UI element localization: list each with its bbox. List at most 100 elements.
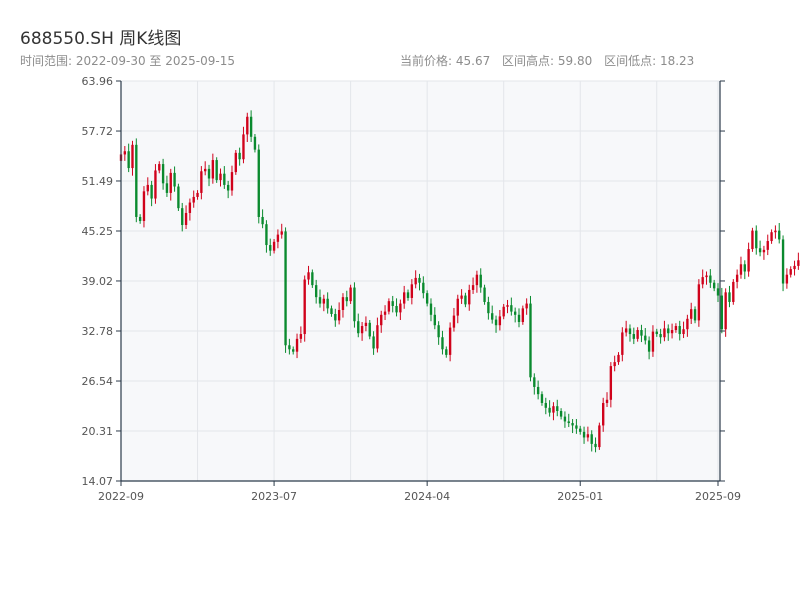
candle <box>758 240 762 257</box>
candle-body <box>322 298 326 304</box>
candle-body <box>181 208 184 225</box>
candle <box>445 346 448 358</box>
candle <box>441 330 444 355</box>
candle-body <box>517 314 521 323</box>
candle-body <box>536 386 540 395</box>
candle-body <box>135 144 138 217</box>
range-low-text: 区间低点: 18.23 <box>604 54 695 68</box>
candle <box>334 308 337 327</box>
candle-body <box>460 295 463 299</box>
candle <box>774 225 777 239</box>
candle-body <box>223 173 226 185</box>
y-tick-label: 63.96 <box>82 75 114 88</box>
candle <box>433 307 436 330</box>
candle <box>135 138 138 223</box>
candle-body <box>173 172 176 187</box>
candle <box>349 284 352 304</box>
candles <box>119 110 800 453</box>
candle-body <box>663 328 666 338</box>
candle <box>238 147 241 166</box>
candle-body <box>318 297 322 304</box>
candle <box>705 271 708 285</box>
candle <box>613 355 616 372</box>
candle <box>693 306 697 324</box>
candle-body <box>701 277 704 285</box>
candle <box>797 252 800 270</box>
candle <box>621 327 624 362</box>
candle <box>544 397 547 415</box>
candle-body <box>735 274 739 282</box>
candle <box>789 266 792 278</box>
candle-body <box>471 285 475 290</box>
candle-body <box>502 306 505 317</box>
candle <box>586 426 590 442</box>
candle-body <box>556 406 559 412</box>
candle-body <box>778 230 781 240</box>
candle <box>211 153 215 184</box>
candle-body <box>353 287 356 322</box>
candle-body <box>131 144 134 169</box>
candle <box>536 380 540 400</box>
candle-body <box>602 402 605 426</box>
candle <box>265 220 268 253</box>
candle-body <box>150 184 153 199</box>
candle-body <box>709 275 712 283</box>
candle <box>709 269 712 288</box>
candle-body <box>395 305 398 313</box>
candle <box>590 430 593 452</box>
candle <box>682 321 685 339</box>
candle <box>670 323 674 339</box>
candle-body <box>540 394 544 403</box>
candle <box>510 297 513 316</box>
candle <box>624 320 628 337</box>
y-tick-label: 39.02 <box>82 275 114 288</box>
candle <box>204 161 207 176</box>
candle <box>498 309 502 331</box>
candle <box>502 303 505 320</box>
candle <box>422 276 425 299</box>
x-tick-label: 2023-07 <box>251 490 297 503</box>
current-price-text: 当前价格: 45.67 <box>400 54 491 68</box>
candle <box>161 158 165 190</box>
candle-body <box>345 297 348 302</box>
candle-body <box>284 231 287 346</box>
candle <box>609 362 613 408</box>
candle-body <box>265 224 268 246</box>
candle <box>540 391 544 406</box>
candle-body <box>686 318 689 330</box>
candle-body <box>552 406 555 413</box>
candle-body <box>690 309 693 319</box>
candle <box>414 270 417 289</box>
candle-body <box>716 288 720 296</box>
candle-body <box>609 366 613 400</box>
candle-body <box>326 298 329 309</box>
candle-body <box>165 183 169 193</box>
candle <box>728 285 731 308</box>
candle <box>716 283 720 302</box>
candle-body <box>238 152 241 160</box>
candle <box>487 296 490 320</box>
candle <box>307 265 310 285</box>
candle <box>755 225 758 255</box>
candle-body <box>797 260 800 266</box>
candle <box>337 302 341 325</box>
candle <box>242 126 245 164</box>
x-tick-label: 2022-09 <box>98 490 144 503</box>
candle-body <box>586 434 590 438</box>
candle-body <box>483 287 486 302</box>
candle <box>494 315 498 333</box>
candle-body <box>368 322 371 337</box>
candle-body <box>334 313 337 321</box>
candle-body <box>693 309 697 321</box>
candle <box>575 419 578 434</box>
candle-body <box>479 274 482 288</box>
candle <box>165 175 169 197</box>
candle-body <box>200 171 203 193</box>
candle <box>720 287 724 334</box>
candle <box>360 322 364 341</box>
candle <box>552 402 555 421</box>
candle-body <box>253 136 257 150</box>
candle <box>181 202 184 232</box>
candle-body <box>146 184 149 192</box>
candle-body <box>766 241 769 250</box>
